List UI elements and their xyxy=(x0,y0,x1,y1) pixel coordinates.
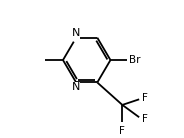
Text: Br: Br xyxy=(129,55,140,65)
Text: F: F xyxy=(142,93,148,103)
Text: F: F xyxy=(119,126,125,136)
Text: F: F xyxy=(142,114,148,124)
Text: N: N xyxy=(72,28,80,38)
Text: N: N xyxy=(72,83,80,92)
